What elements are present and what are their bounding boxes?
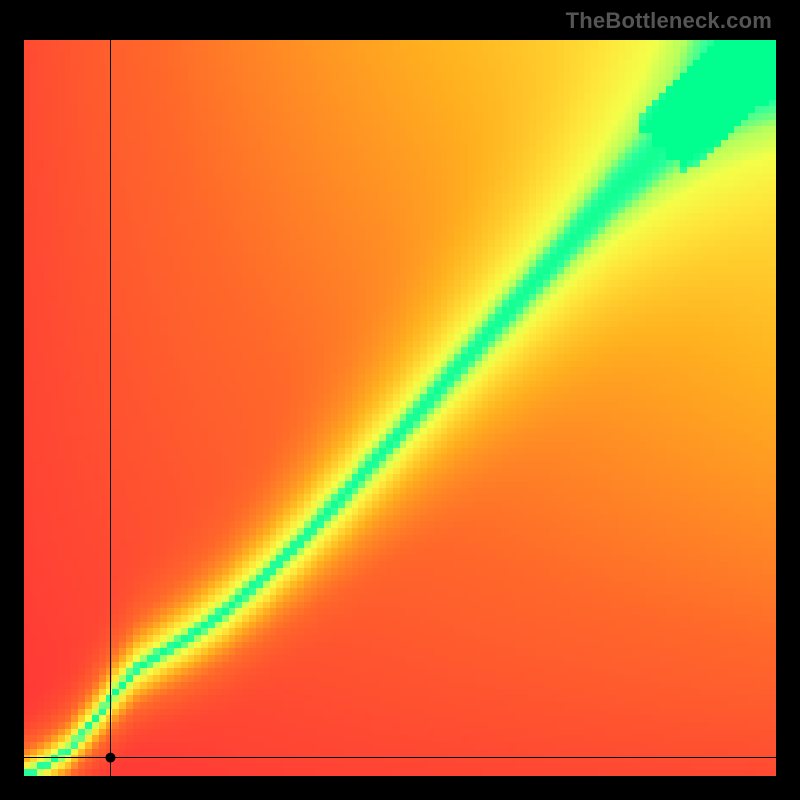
bottleneck-heatmap	[24, 40, 776, 776]
watermark-text: TheBottleneck.com	[566, 8, 772, 34]
chart-container: { "watermark": { "text": "TheBottleneck.…	[0, 0, 800, 800]
